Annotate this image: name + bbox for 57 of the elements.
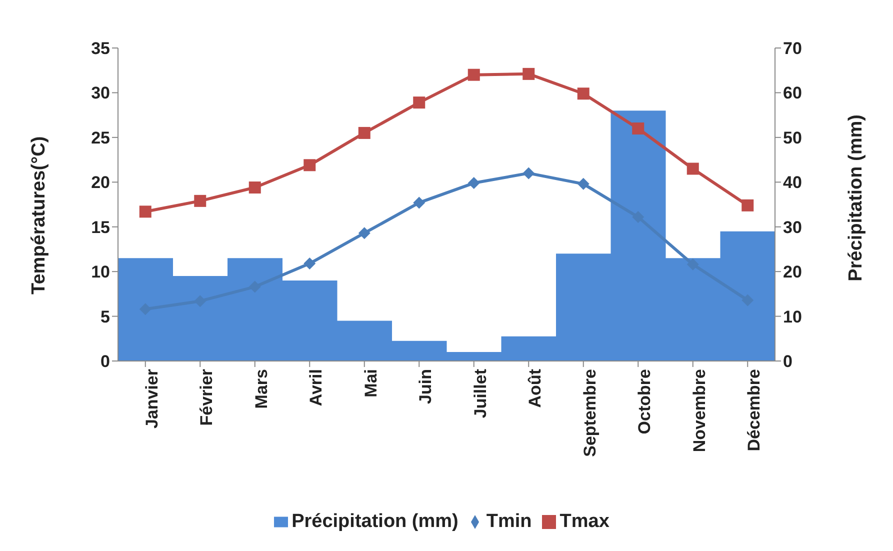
y-tick-label: 10 bbox=[91, 262, 110, 282]
x-tick-label: Septembre bbox=[580, 369, 600, 457]
x-tick-label: Février bbox=[197, 368, 216, 426]
point bbox=[413, 196, 426, 209]
point bbox=[632, 211, 644, 224]
y2-tick-label: 50 bbox=[783, 128, 802, 148]
point bbox=[522, 167, 535, 180]
point bbox=[139, 206, 152, 218]
point bbox=[577, 88, 590, 100]
y2-axis-title: Précipitation (mm) bbox=[846, 114, 867, 282]
point bbox=[577, 178, 590, 190]
y2-tick-label: 0 bbox=[783, 352, 792, 372]
y-tick-label: 5 bbox=[100, 307, 110, 326]
x-tick-label: Avril bbox=[306, 369, 326, 406]
y-tick-label: 30 bbox=[91, 84, 110, 103]
point bbox=[248, 182, 261, 194]
point bbox=[194, 194, 206, 207]
legend-label: Tmax bbox=[560, 511, 610, 532]
legend-label: Tmin bbox=[486, 511, 532, 532]
x-tick-label: Novembre bbox=[690, 369, 709, 452]
point bbox=[413, 96, 426, 109]
point bbox=[358, 227, 370, 240]
x-tick-label: Juin bbox=[416, 369, 436, 404]
x-tick-label: Juillet bbox=[470, 368, 490, 418]
x-tick-label: Décembre bbox=[744, 369, 764, 452]
x-tick-label: Janvier bbox=[142, 368, 162, 429]
point bbox=[742, 294, 754, 306]
y2-tick-label: 30 bbox=[783, 218, 802, 237]
point bbox=[304, 159, 316, 172]
point bbox=[468, 68, 480, 81]
y-axis-title: Températures(°C) bbox=[28, 136, 50, 294]
x-tick-label: Mars bbox=[252, 369, 271, 409]
point bbox=[304, 258, 316, 270]
y-tick-label: 25 bbox=[91, 128, 110, 148]
point bbox=[248, 280, 261, 293]
y2-tick-label: 70 bbox=[783, 39, 802, 58]
y2-tick-label: 10 bbox=[783, 307, 802, 326]
y2-tick-label: 60 bbox=[783, 84, 802, 103]
point bbox=[358, 126, 370, 139]
point bbox=[742, 199, 754, 212]
y-tick-label: 35 bbox=[91, 39, 110, 58]
x-tick-label: Août bbox=[526, 368, 545, 408]
point bbox=[468, 177, 480, 190]
y2-tick-label: 20 bbox=[783, 262, 802, 282]
y-tick-label: 20 bbox=[91, 173, 110, 192]
x-tick-label: Mai bbox=[361, 369, 380, 398]
y2-tick-label: 40 bbox=[783, 173, 802, 192]
point bbox=[686, 162, 699, 175]
x-tick-label: Octobre bbox=[635, 369, 654, 434]
point bbox=[194, 295, 206, 308]
point bbox=[686, 258, 699, 270]
y-tick-label: 0 bbox=[100, 352, 110, 372]
point bbox=[632, 122, 644, 134]
legend-label: Précipitation (mm) bbox=[292, 511, 458, 532]
point bbox=[522, 68, 535, 80]
y-tick-label: 15 bbox=[91, 218, 110, 237]
point bbox=[139, 303, 152, 316]
